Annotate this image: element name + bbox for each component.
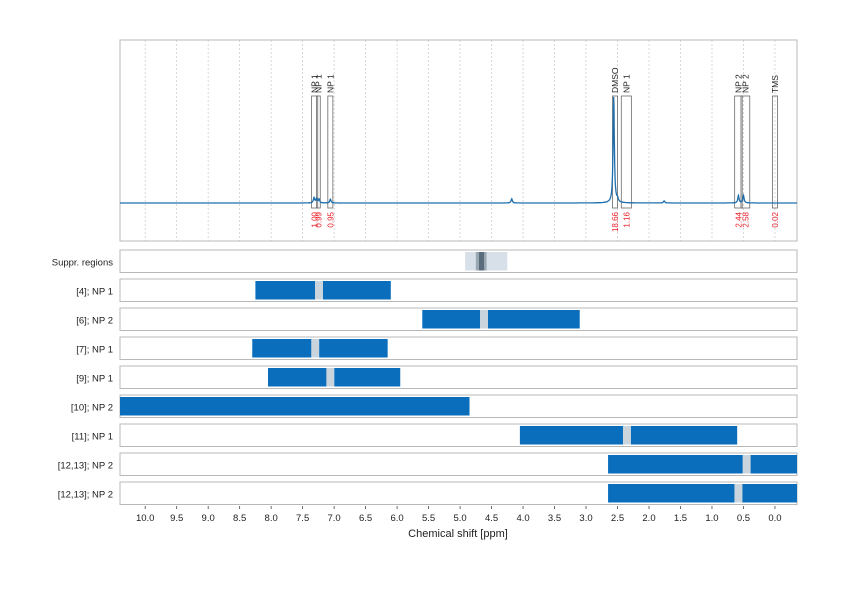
- row-label: [12,13]; NP 2: [58, 489, 113, 500]
- range-bar: [608, 484, 797, 503]
- x-tick-label: 4.5: [485, 513, 498, 524]
- integral-label: 18.66: [611, 211, 620, 232]
- range-bar: [255, 281, 391, 300]
- x-tick-label: 1.0: [705, 513, 718, 524]
- x-tick-label: 0.0: [768, 513, 781, 524]
- row-label: [11]; NP 1: [72, 431, 113, 442]
- x-tick-label: 2.0: [642, 513, 655, 524]
- x-axis-label: Chemical shift [ppm]: [408, 528, 508, 540]
- row-label: [10]; NP 2: [71, 402, 113, 413]
- x-tick-label: 7.0: [328, 513, 341, 524]
- x-tick-label: 5.0: [453, 513, 466, 524]
- integral-label: 2.44: [734, 211, 743, 227]
- spectrum-panel: [119, 39, 798, 242]
- row-label: [7]; NP 1: [76, 344, 113, 355]
- annotation-label: NP 1: [325, 74, 335, 93]
- peak-marker: [326, 368, 335, 387]
- x-tick-label: 2.5: [611, 513, 624, 524]
- row-panel: [119, 365, 798, 389]
- row-panel: [119, 278, 798, 302]
- peak-marker: [311, 339, 320, 358]
- annotation-label: TMS: [770, 75, 780, 93]
- x-tick-label: 3.0: [579, 513, 592, 524]
- annotation-label: NP 1: [621, 74, 631, 93]
- peak-marker: [315, 281, 324, 300]
- integral-label: 0.95: [326, 211, 335, 227]
- spectrum-line: [120, 96, 797, 204]
- annotation-box: [620, 95, 632, 209]
- annotation-label: DMSO: [610, 67, 620, 93]
- peak-marker: [622, 426, 631, 445]
- peak-marker: [742, 455, 751, 474]
- x-tick-label: 8.0: [265, 513, 278, 524]
- x-tick-label: 3.5: [548, 513, 561, 524]
- x-tick-label: 7.5: [296, 513, 309, 524]
- annotation-box: [311, 95, 319, 209]
- peak-marker: [480, 310, 489, 329]
- integral-label: 1.00: [311, 211, 320, 227]
- x-tick-label: 1.5: [674, 513, 687, 524]
- range-bar: [120, 397, 470, 416]
- range-bar: [252, 339, 388, 358]
- x-tick-label: 6.5: [359, 513, 372, 524]
- x-axis: 10.0 9.5 9.0 8.5 8.0 7.5 7.0 6.5 6.0 5.5 5.0 4.5 4.0…: [136, 506, 782, 524]
- annotation-box: [740, 95, 751, 209]
- annotation-label: NP 1: [313, 74, 323, 93]
- range-bar: [608, 455, 797, 474]
- x-tick-label: 8.5: [233, 513, 246, 524]
- x-tick-label: 4.0: [516, 513, 529, 524]
- annotation-box: [772, 95, 778, 209]
- x-tick-label: 10.0: [136, 513, 155, 524]
- x-tick-label: 6.0: [390, 513, 403, 524]
- x-tick-label: 0.5: [737, 513, 750, 524]
- row-panel: [119, 336, 798, 360]
- integral-label: 1.16: [622, 211, 631, 227]
- row-label: [12,13]; NP 2: [58, 460, 113, 471]
- row-label: [6]; NP 2: [76, 315, 113, 326]
- range-bar: [422, 310, 580, 329]
- integral-label: 0.99: [314, 211, 323, 227]
- annotation-label: NP 2: [740, 74, 750, 93]
- row-label: [4]; NP 1: [76, 286, 113, 297]
- x-tick-label: 9.5: [170, 513, 183, 524]
- row-panel: [119, 249, 798, 273]
- annotation-label: NP 1: [310, 74, 320, 93]
- peak-marker: [734, 484, 743, 503]
- row-label: Suppr. regions: [52, 257, 114, 268]
- rows-layer: Suppr. regions [4]; NP 1 [6]; NP 2 [7]; NP …: [52, 249, 798, 505]
- grid-layer: [144, 40, 776, 241]
- x-tick-label: 5.5: [422, 513, 435, 524]
- suppressed-region-core: [478, 252, 485, 271]
- integral-label: 0.02: [771, 211, 780, 227]
- integral-label: 2.58: [741, 211, 750, 227]
- annotation-label: NP 2: [733, 74, 743, 93]
- annotation-box: [316, 95, 321, 209]
- x-tick-label: 9.0: [202, 513, 215, 524]
- annotation-box: [327, 95, 334, 209]
- row-label: [9]; NP 1: [76, 373, 113, 384]
- annotation-box: [734, 95, 743, 209]
